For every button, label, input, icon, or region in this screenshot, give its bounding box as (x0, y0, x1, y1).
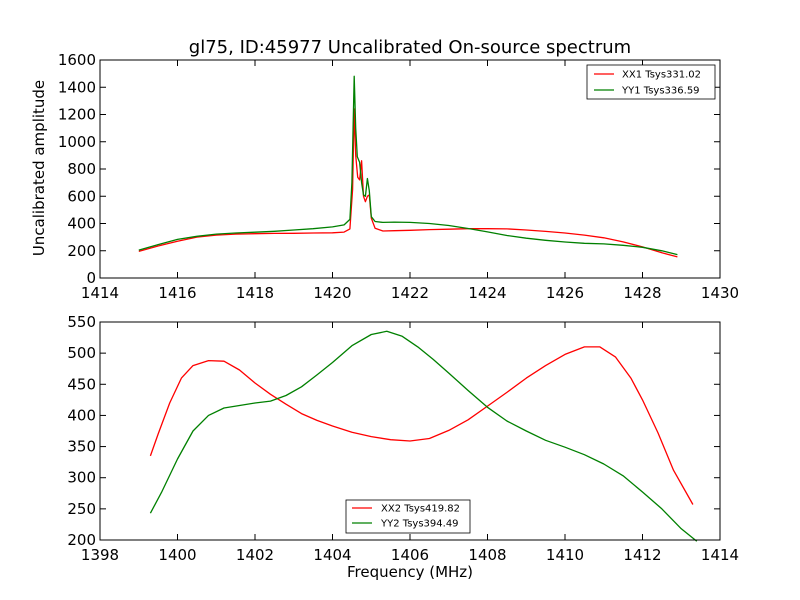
series-line-bottom-0 (149, 346, 694, 505)
top-subplot: gl75, ID:45977 Uncalibrated On-source sp… (30, 37, 739, 302)
y-tick-label-bottom-2: 300 (67, 469, 96, 487)
legend-label-yy2: YY2 Tsys394.49 (380, 519, 459, 530)
x-tick-label-bottom-7: 1412 (623, 546, 661, 564)
legend-bottom: XX2 Tsys419.82 YY2 Tsys394.49 (345, 499, 471, 534)
plot-area-frame-top (99, 59, 721, 279)
series-line-bottom-1 (149, 330, 698, 542)
x-tick-label-top-2: 1418 (236, 284, 274, 302)
series-group-bottom (149, 330, 698, 542)
x-tick-label-top-5: 1424 (468, 284, 506, 302)
chart-title: gl75, ID:45977 Uncalibrated On-source sp… (189, 37, 631, 58)
legend-top: XX1 Tsys331.02 YY1 Tsys336.59 (586, 64, 716, 100)
x-tick-label-top-1: 1416 (158, 284, 196, 302)
y-tick-label-top-1: 200 (67, 242, 96, 260)
legend-box-bottom (345, 499, 471, 534)
series-group-top (138, 75, 678, 258)
legend-label-xx2: XX2 Tsys419.82 (381, 504, 460, 515)
x-tick-label-top-8: 1430 (701, 284, 739, 302)
y-tick-label-top-8: 1600 (58, 51, 96, 69)
y-tick-label-top-5: 1000 (58, 133, 96, 151)
tick-group-top: 1414 1416 1418 1420 1422 1424 1426 1428 1430 0 200… (58, 51, 739, 302)
y-tick-label-bottom-5: 450 (67, 375, 96, 393)
y-tick-label-bottom-6: 500 (67, 344, 96, 362)
x-tick-label-top-0: 1414 (81, 284, 119, 302)
tick-group-bottom: 1398 1400 1402 1404 1406 1408 1410 1412 1414 200 2… (67, 313, 739, 564)
x-tick-label-bottom-2: 1402 (236, 546, 274, 564)
x-tick-label-bottom-3: 1404 (313, 546, 351, 564)
x-tick-label-top-7: 1428 (623, 284, 661, 302)
legend-box-top (586, 64, 716, 100)
y-tick-label-bottom-0: 200 (67, 531, 96, 549)
series-line-top-1 (138, 75, 678, 256)
y-tick-label-top-6: 1200 (58, 106, 96, 124)
legend-label-xx1: XX1 Tsys331.02 (622, 70, 701, 81)
x-tick-label-top-4: 1422 (391, 284, 429, 302)
x-tick-label-top-3: 1420 (313, 284, 351, 302)
legend-label-yy1: YY1 Tsys336.59 (621, 86, 700, 97)
x-tick-label-bottom-4: 1406 (391, 546, 429, 564)
x-tick-label-bottom-1: 1400 (158, 546, 196, 564)
plot-area-frame-bottom (99, 321, 721, 541)
y-tick-label-top-3: 600 (67, 187, 96, 205)
x-tick-label-bottom-5: 1408 (468, 546, 506, 564)
y-tick-label-bottom-7: 550 (67, 313, 96, 331)
x-tick-label-bottom-0: 1398 (81, 546, 119, 564)
y-tick-label-top-0: 0 (86, 269, 96, 287)
x-tick-label-bottom-8: 1414 (701, 546, 739, 564)
y-tick-label-bottom-1: 250 (67, 500, 96, 518)
y-tick-label-top-2: 400 (67, 215, 96, 233)
y-tick-label-top-4: 800 (67, 160, 96, 178)
y-axis-label-top: Uncalibrated amplitude (30, 80, 48, 256)
x-tick-label-top-6: 1426 (546, 284, 584, 302)
x-axis-label-bottom: Frequency (MHz) (347, 563, 473, 581)
series-line-top-0 (138, 108, 678, 258)
y-tick-label-bottom-4: 400 (67, 406, 96, 424)
bottom-subplot: Frequency (MHz) 1398 1400 1402 1404 1406 1408… (67, 313, 739, 581)
x-tick-label-bottom-6: 1410 (546, 546, 584, 564)
y-tick-label-bottom-3: 350 (67, 438, 96, 456)
y-tick-label-top-7: 1400 (58, 78, 96, 96)
